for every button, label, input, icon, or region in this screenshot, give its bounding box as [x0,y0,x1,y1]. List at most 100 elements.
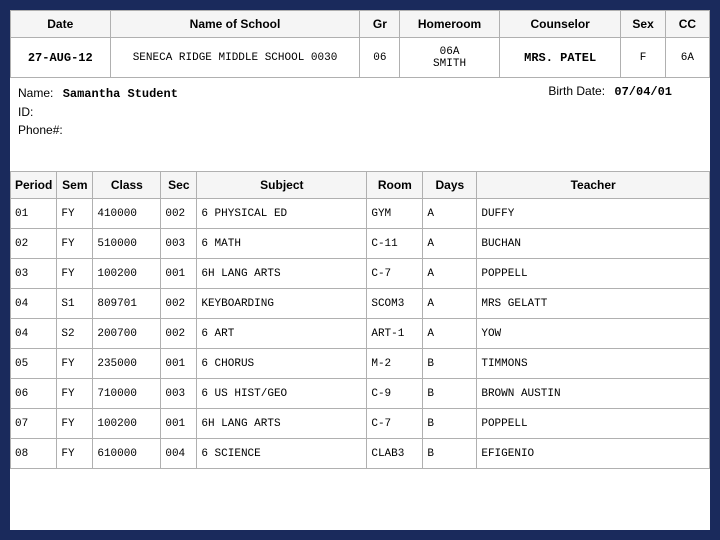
cell-subject: 6 PHYSICAL ED [197,199,367,229]
birth-label: Birth Date: [548,84,605,98]
document-frame: Date Name of School Gr Homeroom Counselo… [0,0,720,540]
cell-period: 08 [11,439,57,469]
cell-room: C-11 [367,229,423,259]
cell-teacher: BROWN AUSTIN [477,379,710,409]
name-label: Name: [18,86,53,100]
val-sex: F [621,38,665,78]
hdr-school: Name of School [110,11,360,38]
cell-subject: 6 CHORUS [197,349,367,379]
cell-class: 100200 [93,259,161,289]
val-school: SENECA RIDGE MIDDLE SCHOOL 0030 [110,38,360,78]
hdr-counselor: Counselor [499,11,621,38]
cell-period: 03 [11,259,57,289]
cell-room: C-7 [367,259,423,289]
birth-value: 07/04/01 [614,85,672,99]
cell-subject: 6 ART [197,319,367,349]
col-room: Room [367,172,423,199]
table-row: 01FY4100000026 PHYSICAL EDGYMADUFFY [11,199,710,229]
table-row: 07FY1002000016H LANG ARTSC-7BPOPPELL [11,409,710,439]
cell-teacher: POPPELL [477,409,710,439]
table-row: 08FY6100000046 SCIENCECLAB3BEFIGENIO [11,439,710,469]
cell-days: A [423,259,477,289]
header-row: 27-AUG-12 SENECA RIDGE MIDDLE SCHOOL 003… [11,38,710,78]
cell-sem: S1 [57,289,93,319]
cell-sec: 003 [161,229,197,259]
cell-sem: FY [57,349,93,379]
hdr-sex: Sex [621,11,665,38]
info-left: Name: Samantha Student ID: Phone#: [18,84,178,139]
name-value: Samantha Student [63,87,178,101]
cell-days: A [423,199,477,229]
cell-subject: 6H LANG ARTS [197,409,367,439]
schedule-table: Period Sem Class Sec Subject Room Days T… [10,171,710,469]
cell-sec: 001 [161,259,197,289]
val-counselor: MRS. PATEL [499,38,621,78]
cell-days: B [423,439,477,469]
table-row: 06FY7100000036 US HIST/GEOC-9BBROWN AUST… [11,379,710,409]
cell-sec: 002 [161,289,197,319]
cell-class: 610000 [93,439,161,469]
header-table: Date Name of School Gr Homeroom Counselo… [10,10,710,78]
cell-teacher: POPPELL [477,259,710,289]
cell-class: 510000 [93,229,161,259]
id-label: ID: [18,103,178,121]
hdr-date: Date [11,11,111,38]
cell-days: B [423,379,477,409]
table-row: 03FY1002000016H LANG ARTSC-7APOPPELL [11,259,710,289]
cell-class: 235000 [93,349,161,379]
cell-sec: 004 [161,439,197,469]
col-sem: Sem [57,172,93,199]
info-right: Birth Date: 07/04/01 [548,84,702,139]
cell-subject: KEYBOARDING [197,289,367,319]
table-row: 04S1809701002KEYBOARDINGSCOM3AMRS GELATT [11,289,710,319]
cell-period: 07 [11,409,57,439]
cell-sem: FY [57,409,93,439]
cell-class: 100200 [93,409,161,439]
table-row: 02FY5100000036 MATHC-11ABUCHAN [11,229,710,259]
cell-class: 200700 [93,319,161,349]
col-days: Days [423,172,477,199]
cell-sec: 001 [161,349,197,379]
val-cc: 6A [665,38,709,78]
col-sec: Sec [161,172,197,199]
cell-sem: FY [57,379,93,409]
cell-room: CLAB3 [367,439,423,469]
cell-sec: 002 [161,199,197,229]
hdr-gr: Gr [360,11,400,38]
phone-label: Phone#: [18,121,178,139]
cell-class: 410000 [93,199,161,229]
cell-sem: S2 [57,319,93,349]
cell-sec: 002 [161,319,197,349]
val-date: 27-AUG-12 [11,38,111,78]
cell-period: 04 [11,319,57,349]
table-row: 04S22007000026 ARTART-1AYOW [11,319,710,349]
col-subject: Subject [197,172,367,199]
cell-sec: 001 [161,409,197,439]
cell-days: B [423,409,477,439]
cell-sem: FY [57,199,93,229]
cell-room: ART-1 [367,319,423,349]
cell-room: C-9 [367,379,423,409]
cell-room: M-2 [367,349,423,379]
val-gr: 06 [360,38,400,78]
cell-teacher: EFIGENIO [477,439,710,469]
hdr-homeroom: Homeroom [400,11,500,38]
cell-teacher: YOW [477,319,710,349]
cell-class: 809701 [93,289,161,319]
col-period: Period [11,172,57,199]
col-class: Class [93,172,161,199]
cell-sem: FY [57,229,93,259]
cell-days: A [423,289,477,319]
hdr-cc: CC [665,11,709,38]
cell-period: 02 [11,229,57,259]
cell-days: A [423,319,477,349]
cell-period: 06 [11,379,57,409]
cell-subject: 6 SCIENCE [197,439,367,469]
cell-period: 05 [11,349,57,379]
cell-room: SCOM3 [367,289,423,319]
cell-subject: 6H LANG ARTS [197,259,367,289]
cell-period: 04 [11,289,57,319]
cell-room: GYM [367,199,423,229]
cell-teacher: TIMMONS [477,349,710,379]
cell-teacher: MRS GELATT [477,289,710,319]
